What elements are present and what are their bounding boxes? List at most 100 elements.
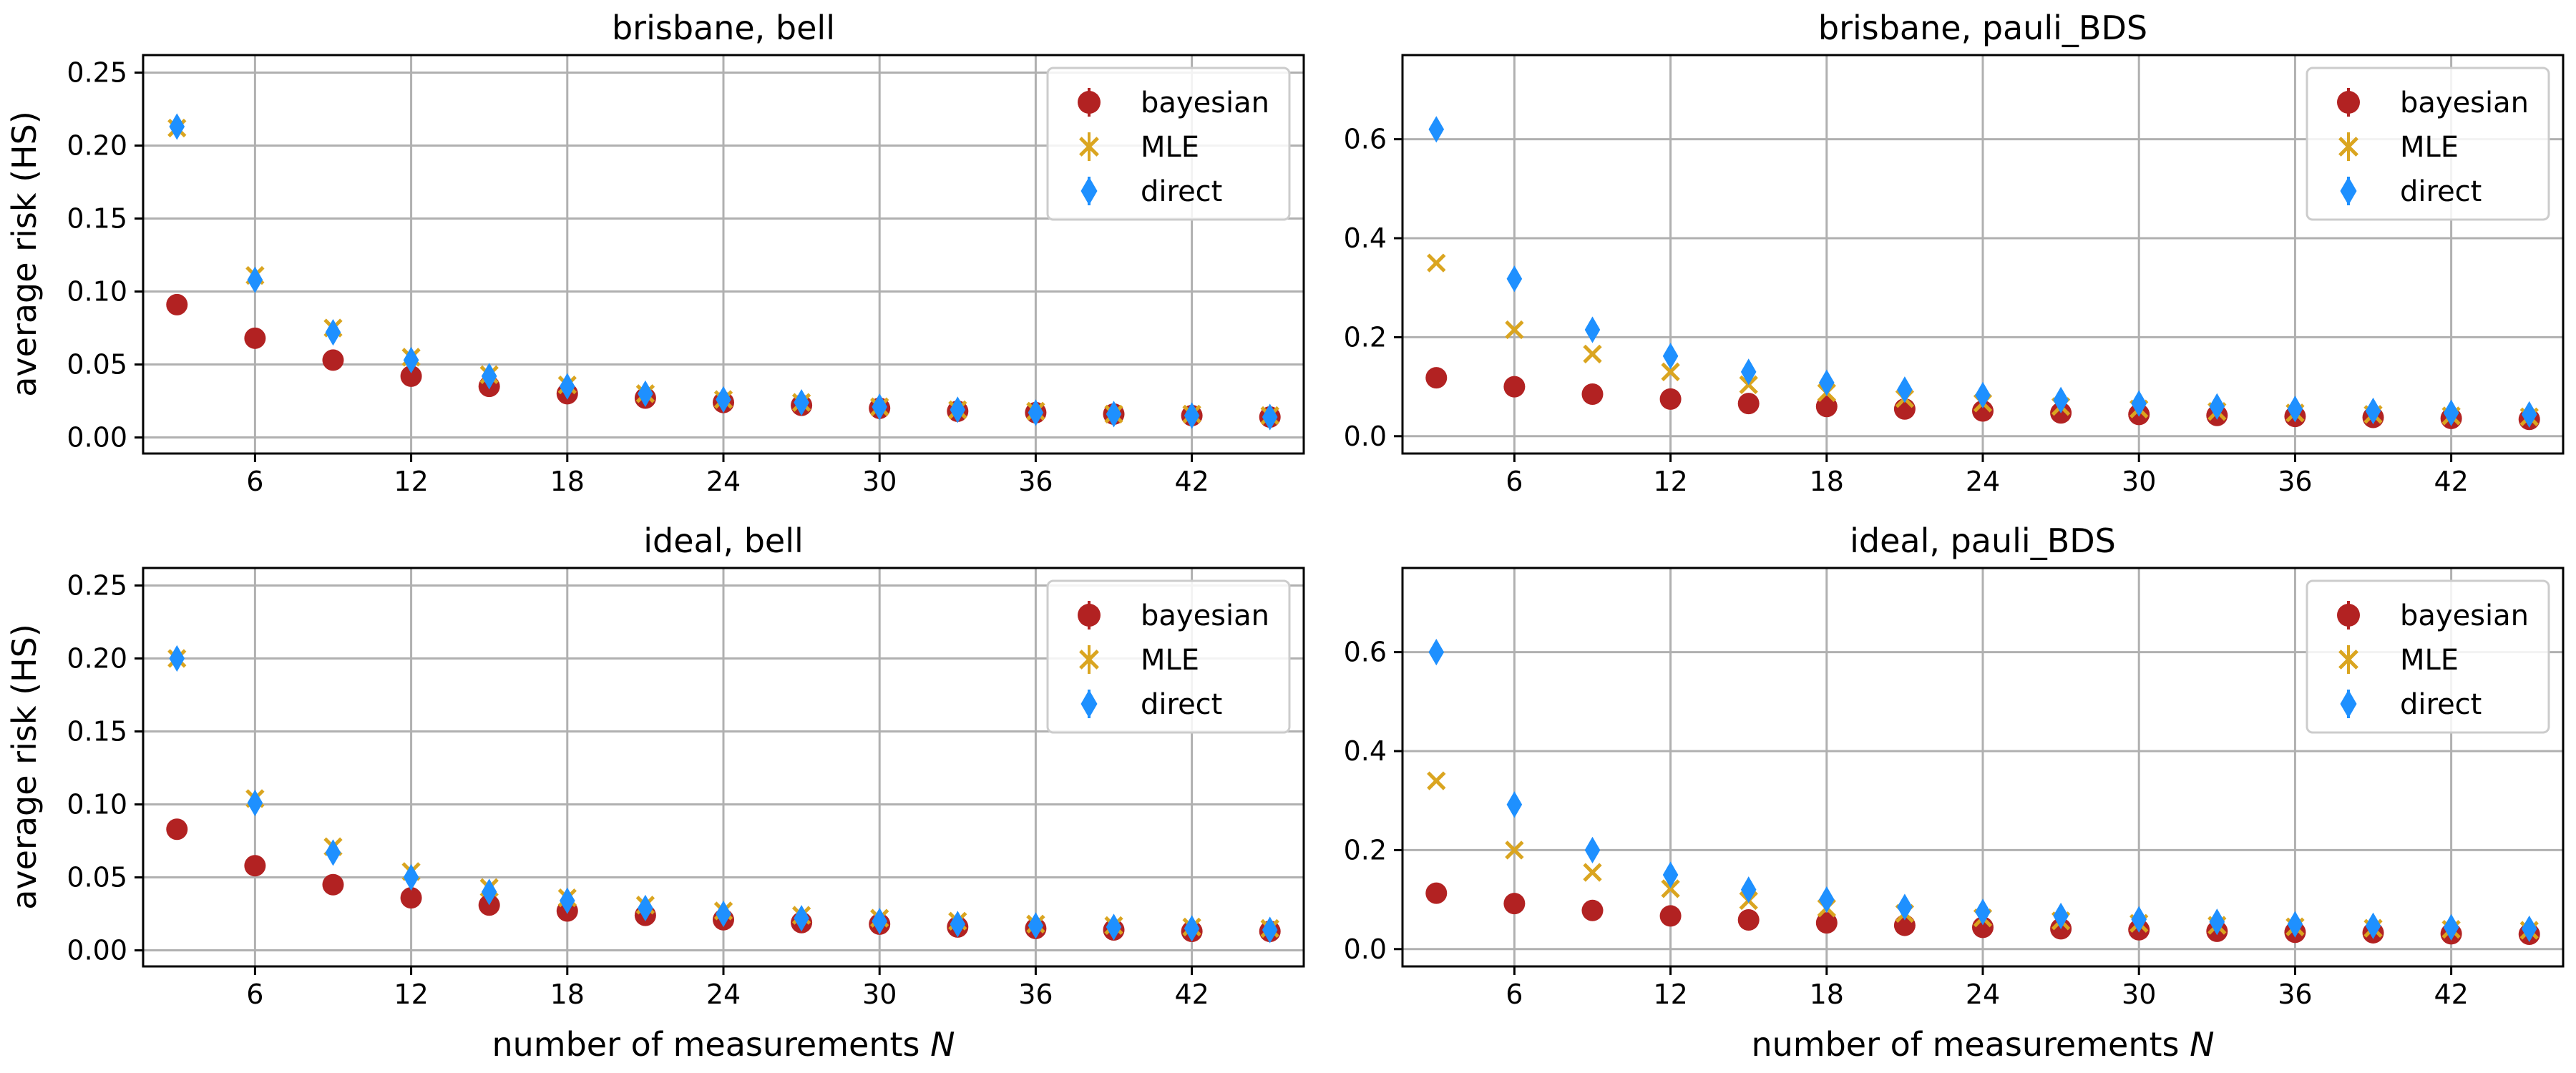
y-tick-label: 0.15	[67, 203, 127, 235]
y-tick-label: 0.25	[67, 57, 127, 88]
p4-mle-point	[1427, 771, 1446, 790]
x-tick-label: 36	[1018, 979, 1053, 1010]
legend-mle-point	[1079, 650, 1099, 670]
p3-direct-point	[950, 911, 966, 938]
y-tick-label: 0.00	[67, 935, 127, 966]
legend-direct-point	[2340, 690, 2357, 718]
x-tick-label: 30	[2122, 466, 2156, 497]
chart-panel-3: 6 12 18 24 30 36 42 0.00 0.05 0.10 0.15 0.20 0.25 ide…	[67, 521, 1305, 1010]
p2-direct-point	[1428, 116, 1445, 143]
p3-bayesian-point	[244, 855, 266, 877]
p4-direct-point	[1897, 893, 1913, 921]
y-tick-label: 0.10	[67, 789, 127, 820]
p1-direct-point	[872, 393, 888, 421]
p4-bayesian-point	[1815, 912, 1838, 934]
p2-direct-point	[2287, 396, 2303, 423]
legend-item-direct: direct	[1080, 175, 1222, 208]
x-tick-label: 42	[1174, 979, 1209, 1010]
legend-direct-point	[1080, 690, 1098, 718]
legend-label: bayesian	[1141, 599, 1269, 632]
p3-direct-point	[1106, 913, 1122, 941]
x-tick-label: 42	[2434, 979, 2468, 1010]
p4-direct-point	[1506, 791, 1523, 818]
chart-panel-1: 6 12 18 24 30 36 42 0.00 0.05 0.10 0.15 0.20 0.25 bri…	[67, 9, 1305, 497]
p2-direct-point	[1897, 376, 1913, 403]
p3-direct-point	[1184, 915, 1200, 942]
p3-direct-point	[559, 887, 575, 914]
ylabel-bottom: average risk (HS)	[5, 624, 44, 910]
p2-direct-point	[2443, 399, 2459, 426]
legend-direct-point	[2340, 177, 2357, 205]
legend-mle-point	[1079, 137, 1099, 157]
p2-direct-point	[1818, 369, 1835, 396]
p2-bayesian-point	[1972, 400, 1994, 422]
p2-bayesian-point	[1503, 376, 1526, 398]
legend-item-direct: direct	[1080, 688, 1222, 721]
legend-item-bayesian: bayesian	[1078, 599, 1269, 632]
legend: bayesian MLE direct	[1046, 579, 1291, 734]
x-tick-label: 18	[550, 979, 585, 1010]
legend-bayesian-point	[1078, 91, 1101, 114]
p1-direct-point	[403, 346, 419, 374]
legend: bayesian MLE direct	[2306, 579, 2550, 734]
p2-direct-point	[2131, 390, 2147, 417]
legend-box	[2306, 67, 2550, 221]
legend-bayesian-point	[1078, 604, 1101, 627]
x-tick-label: 12	[394, 466, 428, 497]
legend-item-bayesian: bayesian	[2337, 599, 2529, 632]
p1-bayesian-point	[400, 365, 422, 387]
legend-item-bayesian: bayesian	[1078, 87, 1269, 119]
legend-mle-point	[2338, 137, 2358, 157]
x-tick-label: 36	[2278, 466, 2312, 497]
y-tick-label: 0.00	[67, 422, 127, 454]
p4-mle-point	[1661, 879, 1680, 898]
p3-direct-point	[325, 839, 341, 866]
p1-direct-point	[1184, 402, 1200, 429]
p2-bayesian-point	[1581, 383, 1604, 405]
y-tick-label: 0.05	[67, 349, 127, 381]
p2-mle-point	[1427, 253, 1446, 273]
p1-direct-point	[950, 396, 966, 423]
p3-direct-point	[247, 789, 263, 817]
x-tick-label: 24	[1966, 466, 2000, 497]
legend-direct-point	[1080, 177, 1098, 205]
series-direct	[1428, 116, 2537, 428]
xlabel-right-text: number of measurements	[1751, 1025, 2179, 1064]
p1-bayesian-point	[322, 349, 344, 371]
p1-bayesian-point	[166, 293, 188, 315]
x-tick-label: 30	[862, 979, 897, 1010]
p2-direct-point	[1975, 381, 1991, 408]
p3-direct-point	[1028, 912, 1044, 939]
legend-label: MLE	[2400, 131, 2459, 164]
legend-label: MLE	[1141, 644, 1199, 677]
p1-direct-point	[1028, 399, 1044, 426]
y-tick-label: 0.6	[1344, 637, 1387, 668]
legend-label: direct	[1141, 688, 1222, 721]
p2-bayesian-point	[1659, 388, 1682, 410]
p1-direct-point	[325, 319, 341, 346]
axes-frame	[142, 54, 1305, 455]
p1-direct-point	[481, 363, 497, 390]
p4-bayesian-point	[1581, 899, 1604, 921]
legend-label: MLE	[2400, 644, 2459, 677]
x-tick-label: 12	[394, 979, 428, 1010]
xlabel-right-var: N	[2190, 1025, 2214, 1064]
xlabel-left-var: N	[930, 1025, 955, 1064]
legend-label: bayesian	[1141, 87, 1269, 119]
axes-frame	[1401, 54, 2565, 455]
y-tick-label: 0.0	[1344, 421, 1387, 452]
p3-direct-point	[716, 900, 731, 928]
y-tick-label: 0.25	[67, 569, 127, 601]
p1-direct-point	[169, 113, 185, 140]
x-tick-label: 18	[1810, 979, 1844, 1010]
p4-bayesian-point	[1425, 882, 1448, 904]
p2-mle-point	[1661, 362, 1680, 381]
series-direct	[169, 113, 1278, 431]
p2-direct-point	[2365, 397, 2381, 425]
legend-label: direct	[2400, 175, 2482, 208]
p2-bayesian-point	[1425, 367, 1448, 389]
xlabel-left: number of measurements N	[492, 1025, 955, 1064]
p4-direct-point	[1740, 876, 1757, 903]
p4-direct-point	[1584, 836, 1601, 863]
